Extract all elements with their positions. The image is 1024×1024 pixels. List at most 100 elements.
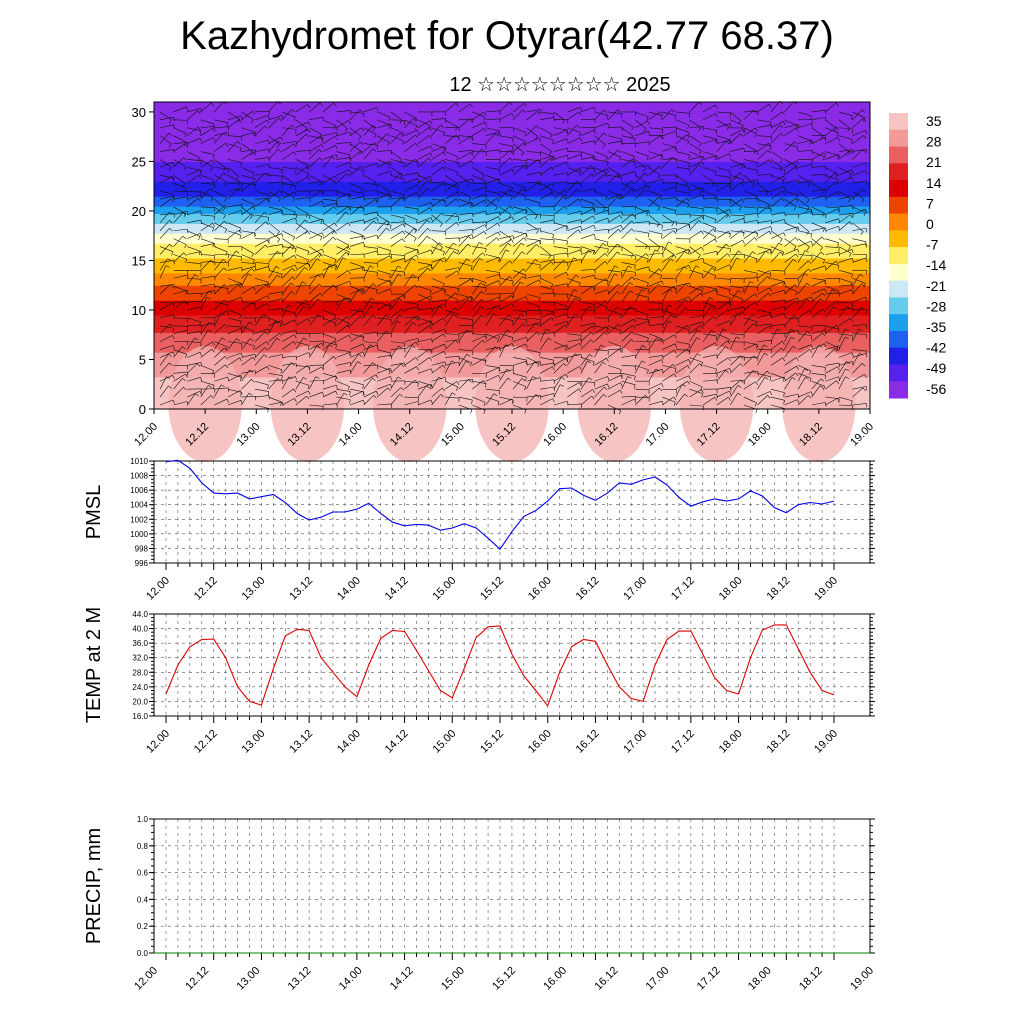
wind-barb [227, 373, 242, 378]
wind-barb [770, 289, 785, 295]
wind-barb-flag [656, 223, 660, 228]
wind-barb [716, 340, 728, 350]
wind-barb-flag [701, 246, 704, 251]
wind-barb-flag [753, 323, 757, 327]
wind-barb-flag [197, 363, 201, 367]
wind-barb [472, 186, 486, 192]
wind-barb [798, 111, 812, 117]
wind-barb [675, 111, 690, 114]
wind-barb-flag [782, 378, 785, 383]
wind-barb [214, 101, 225, 113]
wind-barb-flag [686, 325, 690, 329]
wind-barb-flag [444, 257, 447, 262]
wind-barb-flag [235, 250, 240, 254]
wind-barb [811, 298, 821, 311]
wind-barb-flag [291, 362, 295, 366]
wind-barb [322, 230, 335, 239]
wind-barb-flag [360, 316, 364, 320]
wind-barb-flag [776, 328, 781, 332]
wind-barb [499, 206, 512, 215]
wind-barb [580, 215, 594, 224]
wind-barb-flag [701, 389, 704, 394]
wind-barb-flag [281, 320, 284, 325]
wind-barb-flag [539, 322, 542, 327]
wind-barb [295, 166, 307, 176]
wind-barb-flag [646, 369, 649, 374]
wind-barb [336, 362, 351, 366]
wind-barb-flag [358, 136, 362, 140]
wind-barb-flag [224, 220, 228, 225]
wind-barb-flag [566, 313, 569, 318]
wind-barb-flag [254, 233, 256, 238]
wind-barb-flag [757, 179, 759, 184]
wind-barb [431, 127, 445, 133]
wind-barb [458, 324, 473, 327]
wind-barb [295, 299, 306, 311]
wind-barb-flag [674, 334, 677, 339]
wind-barb-flag [538, 297, 541, 302]
wind-barb-flag [444, 328, 447, 333]
wind-barb-flag [390, 224, 392, 230]
wind-barb-flag [752, 251, 756, 255]
wind-barb-flag [792, 259, 797, 262]
wind-barb [159, 301, 174, 304]
wind-barb [852, 222, 864, 232]
wind-barb [309, 190, 321, 200]
wind-barb [757, 370, 768, 382]
colorbar-label: 14 [926, 175, 942, 191]
wind-barb-flag [362, 288, 365, 292]
wind-barb-flag [253, 178, 256, 183]
wind-barb [458, 103, 471, 113]
wind-barb-flag [522, 276, 526, 280]
wind-barb [675, 198, 690, 205]
wind-barb-flag [646, 156, 649, 161]
wind-barb-flag [590, 165, 594, 169]
wind-barb [295, 222, 308, 231]
wind-barb [838, 284, 853, 287]
wind-barb [635, 119, 647, 129]
wind-barb [580, 322, 595, 327]
wind-barb [458, 295, 472, 303]
wind-barb-flag [702, 187, 705, 192]
wind-barb-flag [574, 353, 579, 357]
wind-barb [200, 254, 215, 256]
wind-barb-flag [712, 228, 717, 232]
wind-barb [689, 151, 703, 158]
wind-barb [295, 159, 309, 166]
wind-barb-flag [695, 265, 700, 268]
profile-band [154, 129, 870, 133]
wind-barb-flag [738, 207, 742, 211]
wind-barb [241, 232, 255, 239]
wind-barb [431, 182, 444, 192]
wind-barb-flag [837, 366, 840, 371]
wind-barb-flag [172, 177, 175, 182]
wind-barb [594, 198, 606, 208]
wind-barb-flag [222, 207, 226, 212]
wind-barb [187, 246, 201, 252]
wind-barb [159, 345, 174, 350]
profile-y-tick-label: 30 [132, 105, 146, 120]
wind-barb-flag [240, 210, 243, 215]
wind-barb [159, 190, 174, 195]
wind-barb-flag [305, 299, 309, 303]
wind-barb [716, 213, 728, 224]
wind-barb-flag [551, 183, 555, 187]
wind-barb [227, 283, 242, 287]
wind-barb-flag [499, 211, 501, 216]
wind-barb-flag [715, 113, 718, 118]
wind-barb [472, 252, 483, 263]
wind-barb [350, 219, 364, 224]
wind-barb-flag [376, 272, 378, 277]
wind-barb-flag [659, 111, 663, 116]
wind-barb-flag [481, 299, 485, 303]
wind-barb [540, 219, 554, 224]
wind-barb-flag [552, 360, 555, 365]
wind-barb-flag [566, 344, 569, 349]
wind-barb [689, 119, 702, 129]
wind-barb [309, 230, 323, 237]
wind-barb [662, 186, 676, 192]
wind-barb-flag [631, 331, 635, 336]
wind-barb [567, 382, 580, 390]
wind-barb-flag [376, 217, 379, 222]
wind-barb-flag [360, 166, 364, 170]
